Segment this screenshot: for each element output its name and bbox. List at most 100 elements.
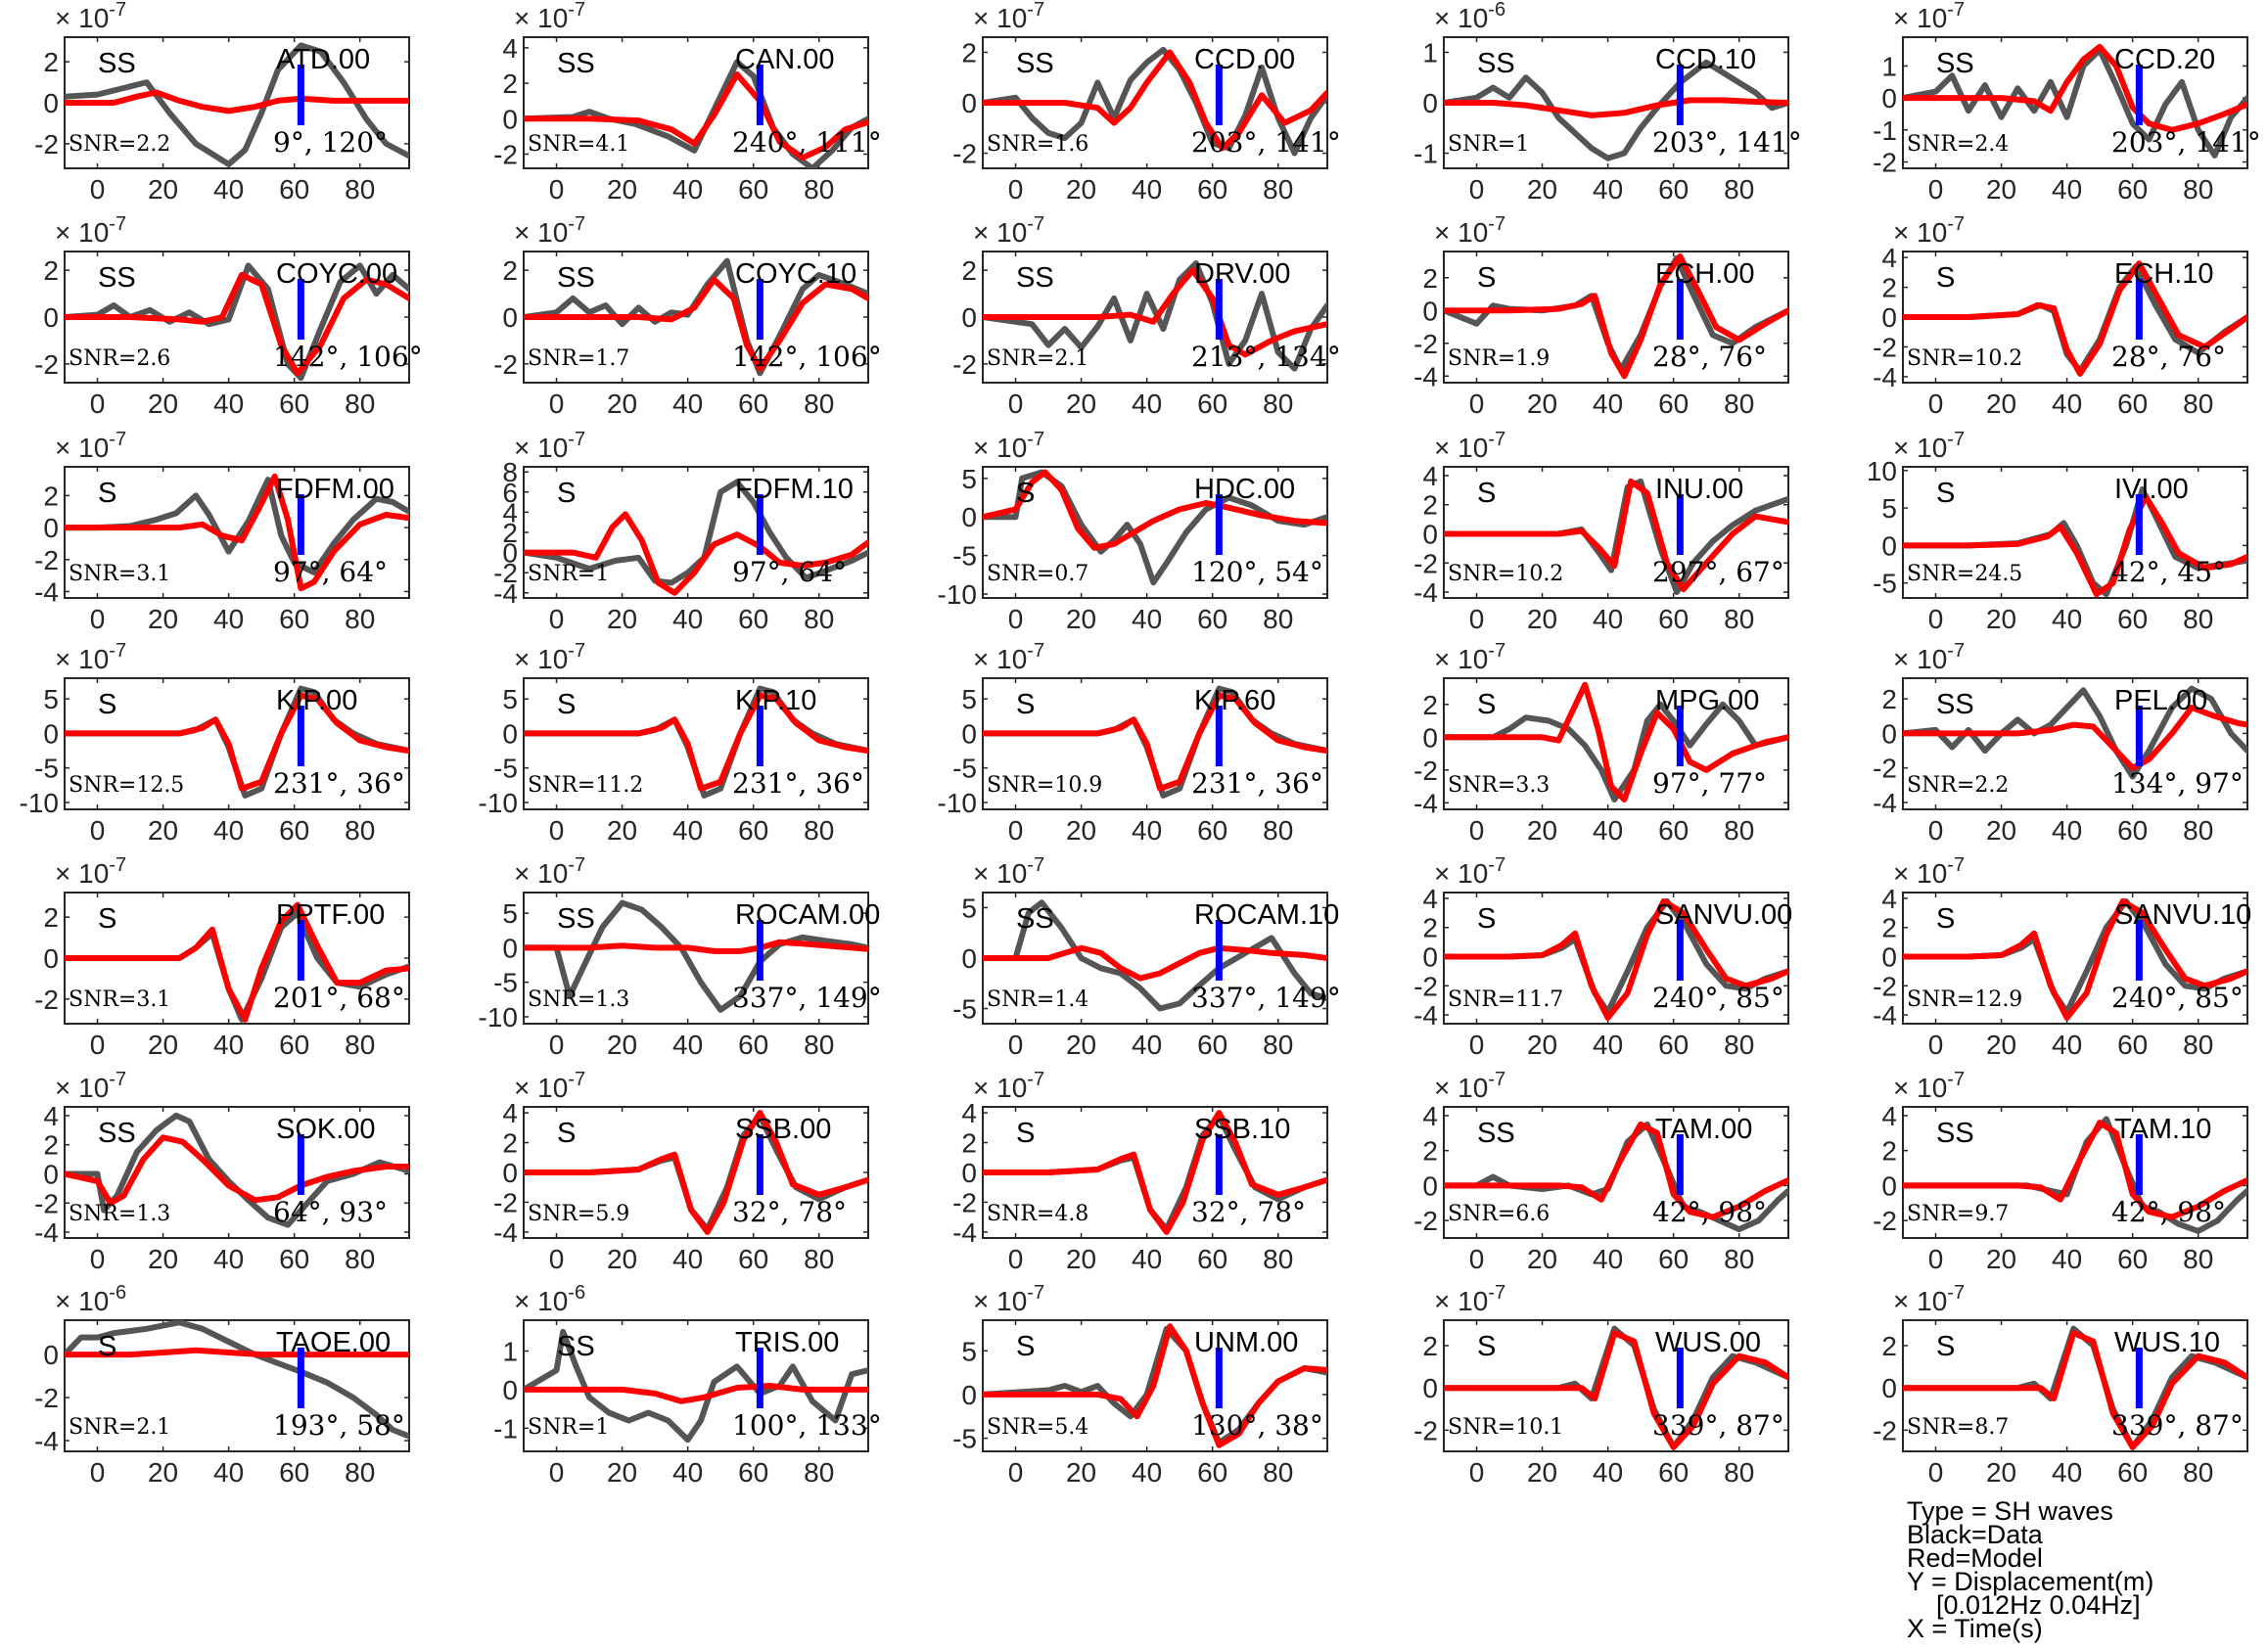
- phase-label: SS: [1016, 48, 1054, 79]
- waveform-panel: 0 20 40 60 80 -5 0 5 × 10-7 S UNM.00 SNR=5.4 130°, 3…: [952, 1282, 1328, 1488]
- x-tick-label: 40: [672, 1457, 703, 1488]
- x-tick-label: 20: [1986, 389, 2016, 419]
- y-exponent-power: -7: [1027, 0, 1044, 21]
- phase-label: S: [1477, 478, 1496, 509]
- station-label: COYC.10: [735, 258, 856, 290]
- model-trace: [1444, 97, 1788, 118]
- y-exponent-power: -7: [1488, 1282, 1505, 1304]
- angles-label: 231°, 36°: [732, 767, 864, 800]
- model-trace: [1903, 260, 2247, 377]
- y-tick-label: -4: [34, 1426, 59, 1456]
- angles-label: 240°, 111°: [732, 126, 882, 159]
- station-label: INU.00: [1655, 474, 1743, 505]
- y-tick-label: -5: [952, 1424, 977, 1454]
- angles-label: 134°, 97°: [2111, 767, 2244, 800]
- x-tick-label: 60: [279, 1457, 309, 1488]
- y-tick-label: 1: [1422, 37, 1438, 68]
- x-tick-label: 40: [1593, 389, 1623, 419]
- angles-label: 339°, 87°: [2111, 1409, 2244, 1442]
- y-tick-label: 0: [43, 88, 59, 118]
- y-exponent-power: -7: [568, 429, 585, 450]
- x-tick-label: 40: [2052, 1030, 2082, 1060]
- y-tick-label: -2: [1873, 754, 1897, 784]
- x-tick-label: 80: [804, 815, 834, 846]
- panel-curves: [1444, 681, 1788, 803]
- x-tick-label: 40: [213, 1457, 244, 1488]
- panel-axes-box: [64, 677, 410, 810]
- model-trace: [524, 511, 868, 596]
- waveform-panel: 0 20 40 60 80 -4 -2 0 2 × 10-7 SS PEL.00 SNR=2.2 134°…: [1873, 640, 2248, 846]
- x-tick-label: 0: [90, 174, 106, 205]
- snr-label: SNR=10.2: [1448, 562, 1563, 586]
- y-tick-label: 5: [502, 898, 518, 929]
- y-exponent-power: -6: [568, 1282, 585, 1304]
- phase-label: SS: [1936, 1118, 1974, 1149]
- phase-label: S: [1936, 1331, 1955, 1362]
- panel-curves: [983, 1110, 1327, 1235]
- phase-label: S: [1016, 1118, 1035, 1149]
- model-trace: [983, 692, 1327, 792]
- phase-label: S: [1016, 689, 1035, 720]
- y-tick-label: -2: [34, 129, 59, 160]
- x-tick-label: 20: [1986, 1457, 2016, 1488]
- x-tick-label: 80: [2183, 815, 2213, 846]
- x-tick-label: 80: [1263, 389, 1293, 419]
- model-trace: [65, 473, 409, 592]
- y-tick-label: -4: [493, 578, 518, 609]
- y-exponent-power: -7: [109, 0, 126, 21]
- y-exponent-power: -7: [1027, 1069, 1044, 1090]
- x-tick-label: 20: [1986, 1244, 2016, 1274]
- station-label: SANVU.00: [1655, 899, 1792, 931]
- panel-curves: [1444, 253, 1788, 380]
- x-tick-label: 40: [2052, 815, 2082, 846]
- y-exponent-label: × 10-7: [973, 1069, 1044, 1103]
- x-tick-label: 80: [1263, 174, 1293, 205]
- x-tick-label: 80: [2183, 174, 2213, 205]
- legend-y-axis: Y = Displacement(m): [1907, 1567, 2154, 1596]
- x-tick-label: 40: [672, 389, 703, 419]
- angles-label: 97°, 77°: [1652, 767, 1767, 800]
- x-tick-label: 20: [1527, 815, 1557, 846]
- x-tick-label: 40: [1593, 174, 1623, 205]
- y-tick-label: -5: [952, 994, 977, 1025]
- y-tick-label: 2: [1422, 913, 1438, 943]
- panel-curves: [65, 685, 409, 799]
- y-tick-label: -4: [34, 1217, 59, 1248]
- x-tick-label: 20: [1986, 604, 2016, 634]
- y-exponent-label: × 10-7: [1434, 1069, 1505, 1103]
- x-tick-label: 60: [1197, 1457, 1227, 1488]
- model-trace: [1903, 1330, 2247, 1450]
- x-tick-label: 60: [1658, 604, 1689, 634]
- panel-curves: [1903, 1116, 2247, 1234]
- phase-label: S: [98, 1331, 116, 1362]
- y-tick-label: -4: [952, 1217, 977, 1248]
- x-tick-label: 40: [1132, 1457, 1162, 1488]
- y-tick-label: 2: [1422, 690, 1438, 720]
- station-label: TRIS.00: [735, 1327, 839, 1358]
- y-exponent-power: -7: [1027, 640, 1044, 662]
- y-tick-label: -2: [1873, 971, 1897, 1001]
- y-tick-label: -2: [1413, 329, 1438, 359]
- y-tick-label: 0: [502, 104, 518, 134]
- y-tick-label: 6: [502, 478, 518, 508]
- x-tick-label: 60: [279, 389, 309, 419]
- x-tick-label: 80: [1263, 604, 1293, 634]
- snr-label: SNR=2.2: [1907, 773, 2009, 798]
- x-tick-label: 80: [804, 1030, 834, 1060]
- y-exponent-power: -7: [1947, 1282, 1965, 1304]
- x-tick-label: 20: [1986, 1030, 2016, 1060]
- x-tick-label: 0: [1928, 815, 1944, 846]
- y-tick-label: -10: [938, 788, 977, 818]
- x-tick-label: 40: [672, 174, 703, 205]
- x-tick-label: 80: [804, 389, 834, 419]
- model-trace: [983, 1110, 1327, 1235]
- phase-label: SS: [557, 262, 595, 294]
- x-tick-label: 80: [2183, 1244, 2213, 1274]
- snr-label: SNR=24.5: [1907, 562, 2022, 586]
- waveform-panel: 0 20 40 60 80 -2 0 2 × 10-7 S WUS.00 SNR=10.1 339°, …: [1413, 1282, 1789, 1488]
- x-tick-label: 0: [1469, 815, 1485, 846]
- y-tick-label: 0: [1881, 530, 1897, 561]
- x-tick-label: 20: [1527, 604, 1557, 634]
- y-tick-label: 0: [961, 718, 977, 749]
- station-label: TAM.10: [2114, 1114, 2211, 1145]
